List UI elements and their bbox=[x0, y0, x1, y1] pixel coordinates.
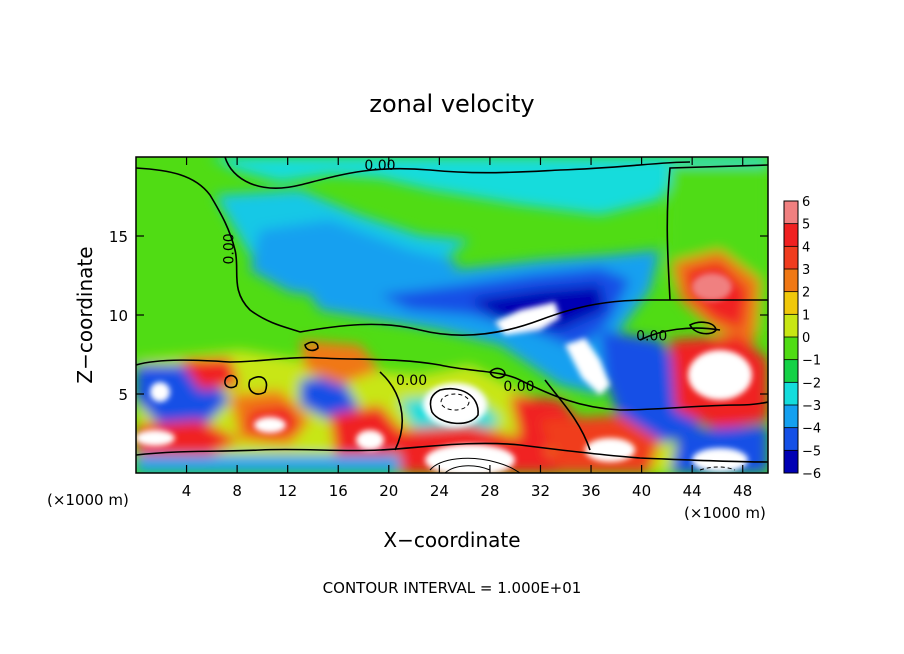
contour-interval-note: CONTOUR INTERVAL = 1.000E+01 bbox=[323, 579, 582, 597]
colorbar-label: 6 bbox=[802, 195, 810, 210]
x-tick-label: 24 bbox=[430, 482, 449, 500]
colorbar-label: 3 bbox=[802, 263, 810, 278]
colorbar-segment bbox=[784, 450, 798, 474]
x-tick-label: 16 bbox=[329, 482, 348, 500]
colorbar-segment bbox=[784, 246, 798, 270]
chart-title: zonal velocity bbox=[369, 90, 534, 118]
y-tick-label: 5 bbox=[118, 386, 128, 404]
colorbar-segment bbox=[784, 359, 798, 383]
velocity-field bbox=[136, 157, 768, 473]
colorbar-segment bbox=[784, 427, 798, 451]
colorbar-segment bbox=[784, 223, 798, 247]
x-tick-label: 4 bbox=[182, 482, 192, 500]
colorbar-label: −3 bbox=[802, 399, 821, 414]
x-tick-label: 32 bbox=[531, 482, 550, 500]
colorbar: 6 5 4 3 2 1 0 −1 −2 −3 −4 −5 −6 bbox=[783, 195, 821, 482]
x-tick-label: 36 bbox=[581, 482, 600, 500]
x-tick-label: 12 bbox=[278, 482, 297, 500]
contour-labels: 0.00 0.00 0.00 0.00 0.00 bbox=[221, 158, 667, 395]
colorbar-label: 0 bbox=[802, 331, 810, 346]
colorbar-segment bbox=[784, 405, 798, 429]
colorbar-label: −1 bbox=[802, 354, 821, 369]
colorbar-segment bbox=[784, 201, 798, 225]
y-tick-label: 15 bbox=[109, 228, 128, 246]
contour-label: 0.00 bbox=[503, 379, 534, 395]
y-axis-label: Z−coordinate bbox=[73, 246, 97, 383]
contour-lines bbox=[136, 157, 768, 463]
colorbar-label: 4 bbox=[802, 240, 810, 255]
colorbar-label: 1 bbox=[802, 308, 810, 323]
x-tick-label: 8 bbox=[232, 482, 242, 500]
colorbar-label: 5 bbox=[802, 218, 810, 233]
contour-label: 0.00 bbox=[364, 158, 395, 174]
x-tick-label: 48 bbox=[733, 482, 752, 500]
colorbar-segment bbox=[784, 269, 798, 293]
colorbar-segment bbox=[784, 382, 798, 406]
contour-label: 0.00 bbox=[221, 233, 237, 264]
colorbar-segment bbox=[784, 314, 798, 338]
y-tick-label: 10 bbox=[109, 307, 128, 325]
x-tick-label: 44 bbox=[683, 482, 702, 500]
colorbar-label: −4 bbox=[802, 422, 821, 437]
x-unit-left: (×1000 m) bbox=[47, 491, 129, 509]
colorbar-label: −2 bbox=[802, 376, 821, 391]
colorbar-label: −6 bbox=[802, 467, 821, 482]
x-axis-label: X−coordinate bbox=[383, 528, 520, 552]
colorbar-segment bbox=[784, 291, 798, 315]
x-tick-label: 40 bbox=[632, 482, 651, 500]
x-unit-right: (×1000 m) bbox=[684, 504, 766, 522]
colorbar-label: 2 bbox=[802, 286, 810, 301]
colorbar-segment bbox=[784, 337, 798, 361]
colorbar-label: −5 bbox=[802, 444, 821, 459]
contour-label: 0.00 bbox=[636, 329, 667, 345]
x-tick-label: 28 bbox=[480, 482, 499, 500]
contour-label: 0.00 bbox=[396, 373, 427, 389]
x-tick-label: 20 bbox=[379, 482, 398, 500]
